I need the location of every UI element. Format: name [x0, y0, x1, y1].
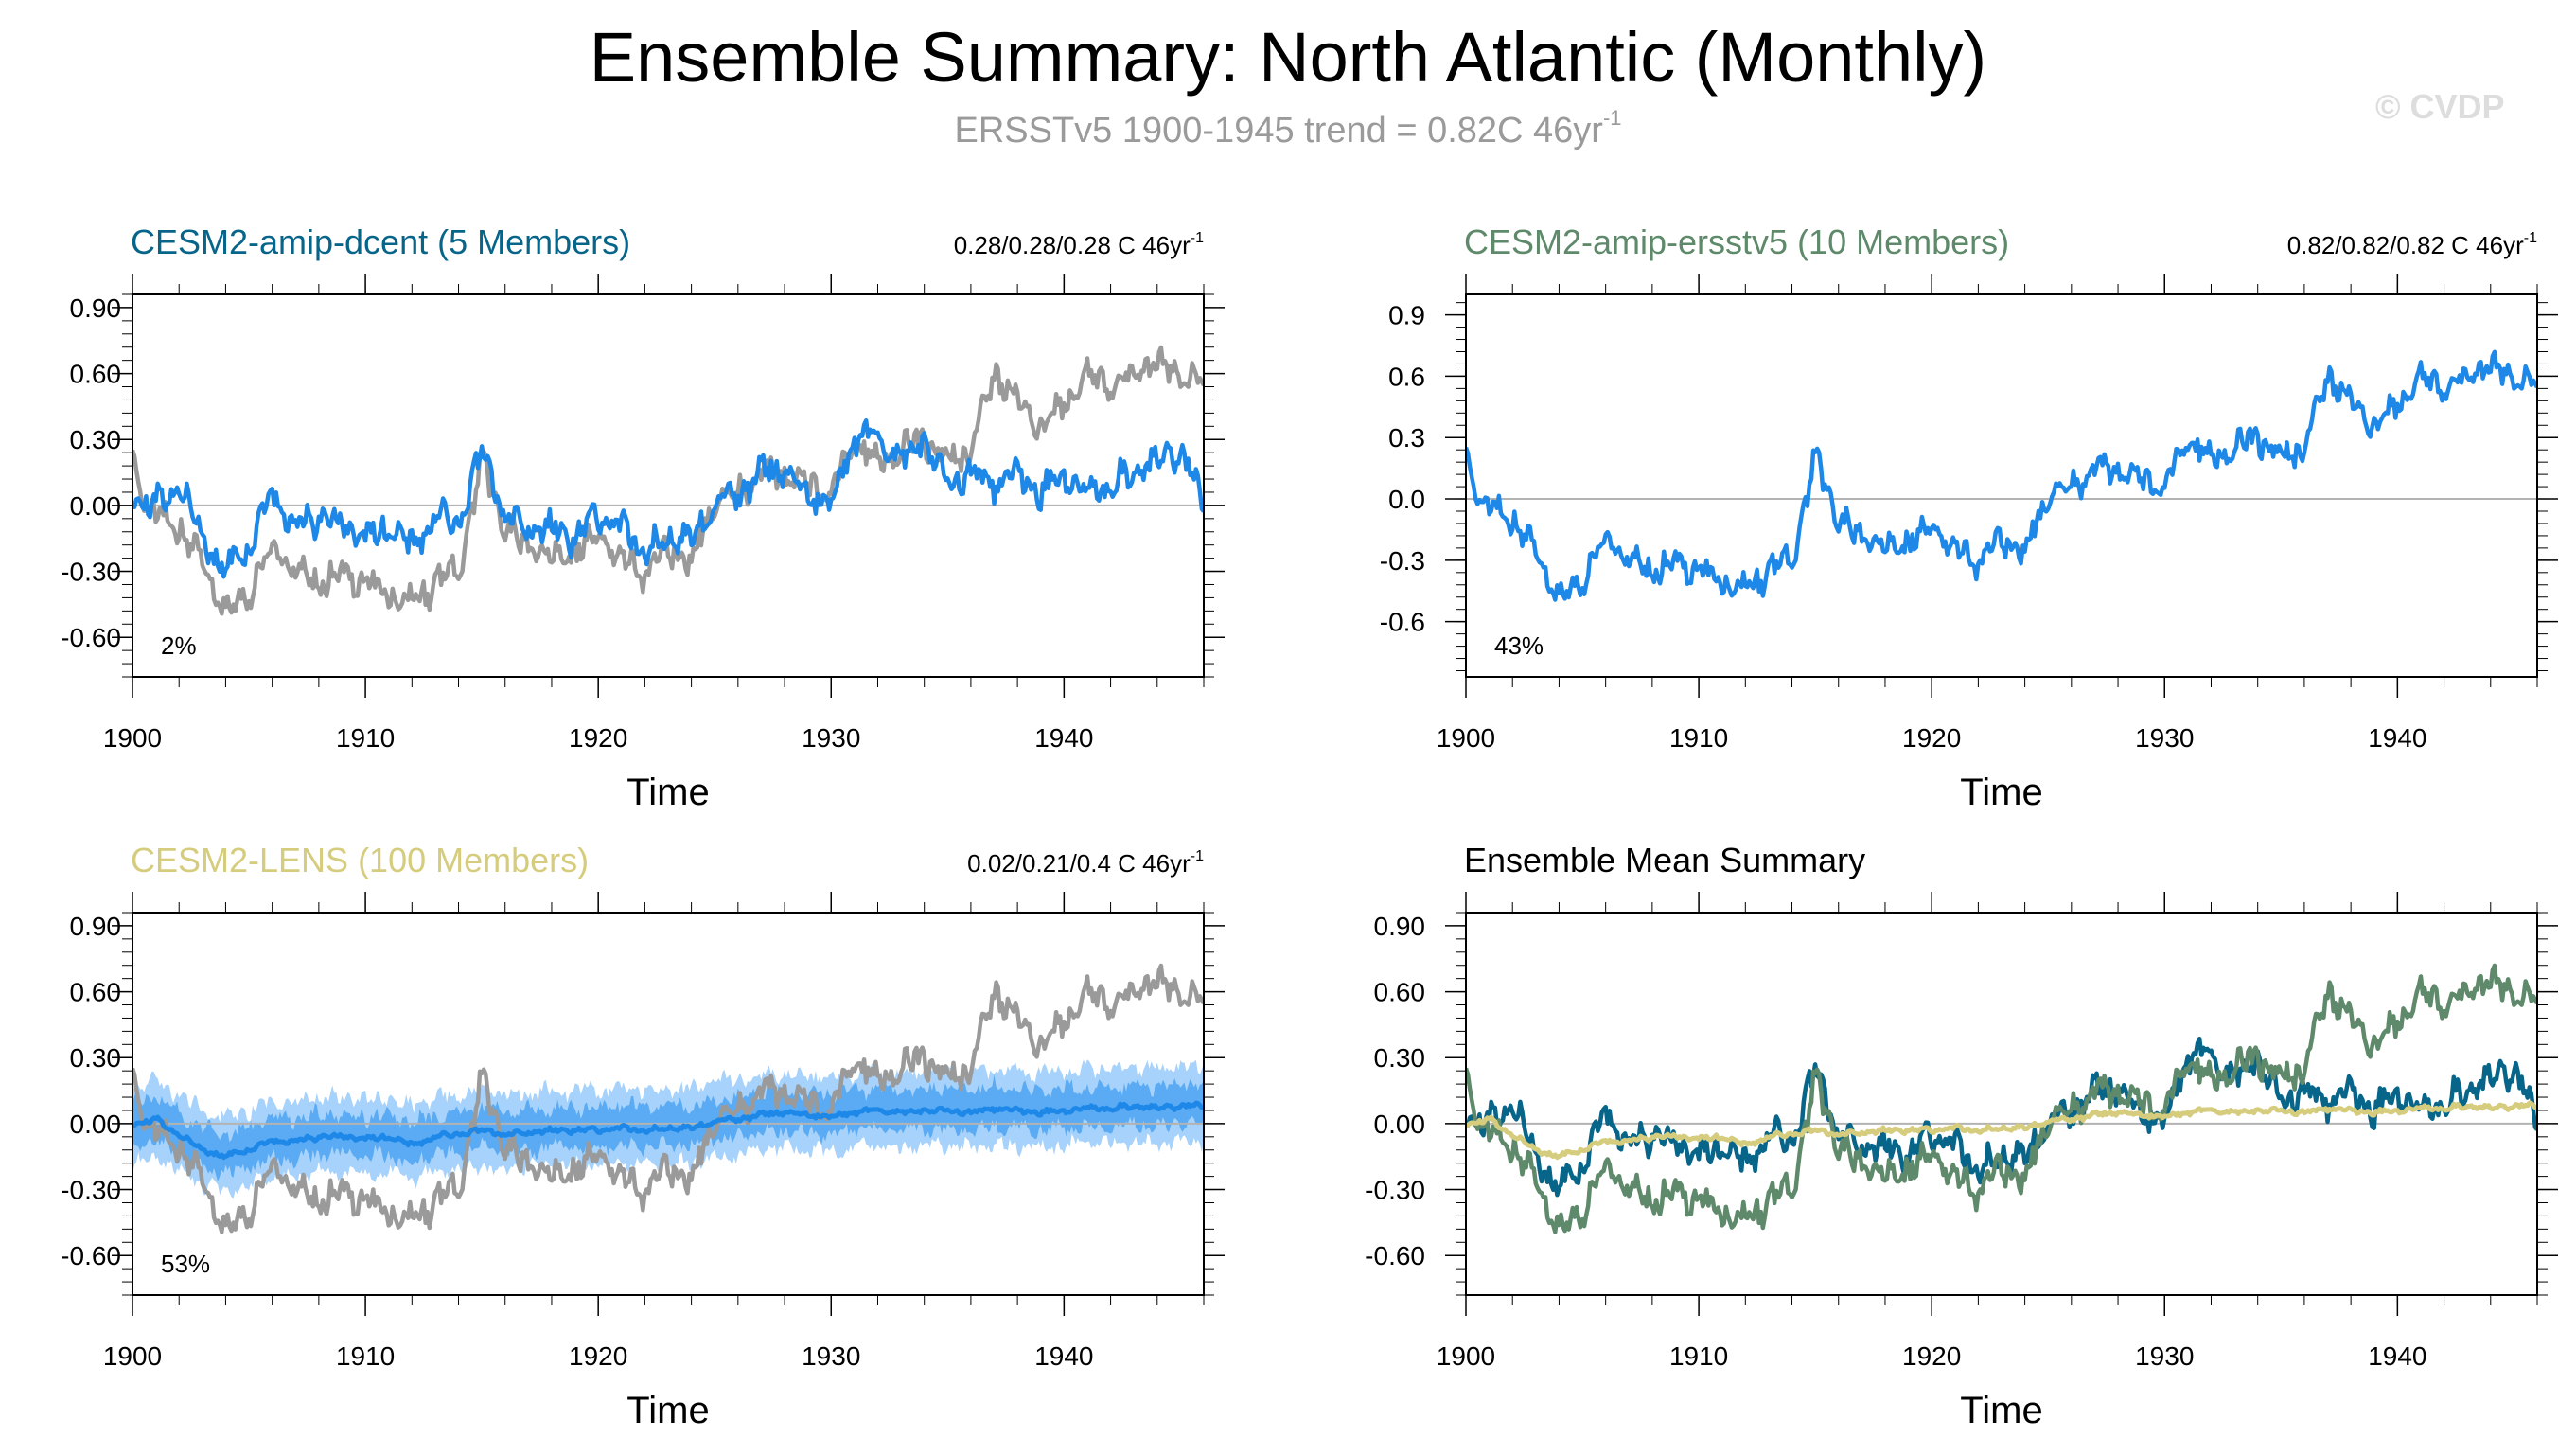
y-tick-label: -0.30 [61, 1176, 121, 1205]
y-tick-label: 0.3 [1388, 423, 1425, 453]
x-tick-label: 1900 [103, 1341, 162, 1371]
percent-label: 43% [1494, 631, 1544, 660]
x-tick-label: 1930 [802, 723, 860, 753]
x-axis-label: Time [626, 772, 709, 813]
panel-top-right: CESM2-amip-ersstv5 (10 Members) 0.82/0.82… [1380, 222, 2558, 813]
page-subtitle: ERSSTv5 1900-1945 trend = 0.82C 46yr-1 [0, 106, 2576, 151]
y-tick-label: -0.3 [1380, 546, 1425, 576]
y-tick-label: 0.90 [1374, 912, 1426, 941]
subtitle-text: ERSSTv5 1900-1945 trend = 0.82C 46yr [954, 111, 1603, 151]
x-tick-label: 1910 [336, 723, 395, 753]
x-tick-label: 1940 [2368, 723, 2426, 753]
y-tick-label: 0.60 [1374, 978, 1426, 1007]
x-tick-label: 1920 [1902, 723, 1961, 753]
x-tick-label: 1930 [802, 1341, 860, 1371]
plot-area [1466, 349, 2537, 602]
y-tick-label: 0.00 [70, 1110, 122, 1139]
panel-title: CESM2-amip-ersstv5 (10 Members) [1464, 222, 2009, 261]
series-line-observed [132, 345, 1204, 616]
y-tick-label: 0.60 [70, 978, 122, 1007]
percent-label: 2% [161, 631, 197, 660]
series-line-lens [1466, 1100, 2537, 1161]
panel-title: CESM2-amip-dcent (5 Members) [131, 222, 630, 261]
watermark: © CVDP [2375, 87, 2505, 126]
page-title: Ensemble Summary: North Atlantic (Monthl… [589, 18, 1987, 97]
series-line-observed [132, 963, 1204, 1234]
percent-label: 53% [161, 1250, 210, 1278]
panel-title: CESM2-LENS (100 Members) [131, 841, 589, 879]
subtitle-superscript: -1 [1602, 106, 1622, 130]
y-tick-label: 0.90 [70, 912, 122, 941]
y-tick-label: 0.60 [70, 360, 122, 389]
plot-area [132, 345, 1204, 616]
panel-bottom-right: Ensemble Mean Summary -0.60 -0.30 0.00 0.30 0… [1365, 841, 2558, 1431]
x-axis-label: Time [626, 1390, 709, 1431]
y-tick-label: 0.30 [1374, 1043, 1426, 1073]
y-tick-label: 0.9 [1388, 301, 1425, 330]
y-tick-label: -0.60 [1365, 1241, 1425, 1270]
panel-top-left: CESM2-amip-dcent (5 Members) 0.28/0.28/0.… [61, 222, 1225, 813]
series-line-amip-ersstv5 [1466, 963, 2537, 1234]
y-tick-label: -0.60 [61, 623, 121, 652]
plot-area [1466, 963, 2537, 1234]
x-tick-label: 1910 [1669, 1341, 1728, 1371]
y-tick-label: -0.60 [61, 1241, 121, 1270]
plot-frame [1465, 293, 2538, 678]
plot-frame [132, 293, 1205, 678]
y-tick-label: 0.30 [70, 1043, 122, 1073]
x-tick-label: 1940 [1034, 723, 1093, 753]
y-tick-label: 0.6 [1388, 362, 1425, 391]
y-tick-label: 0.90 [70, 293, 122, 323]
panel-bottom-left: CESM2-LENS (100 Members) 0.02/0.21/0.4 C … [61, 841, 1225, 1431]
x-tick-label: 1940 [1034, 1341, 1093, 1371]
plot-area [132, 963, 1204, 1234]
series-line-ensemble-mean [132, 417, 1204, 579]
x-tick-label: 1930 [2135, 1341, 2194, 1371]
x-tick-label: 1900 [1437, 723, 1495, 753]
trend-label: 0.02/0.21/0.4 C 46yr-1 [967, 848, 1204, 878]
x-tick-label: 1920 [569, 723, 627, 753]
series-line-ensemble-mean [132, 1100, 1204, 1161]
y-tick-label: -0.30 [61, 558, 121, 587]
y-tick-label: -0.6 [1380, 608, 1425, 637]
series-line-ensemble-mean [1466, 349, 2537, 602]
y-tick-label: 0.30 [70, 425, 122, 454]
x-tick-label: 1900 [103, 723, 162, 753]
y-tick-label: 0.00 [1374, 1110, 1426, 1139]
y-tick-label: -0.30 [1365, 1176, 1425, 1205]
plot-frame [132, 912, 1205, 1296]
x-tick-label: 1920 [569, 1341, 627, 1371]
x-tick-label: 1900 [1437, 1341, 1495, 1371]
x-tick-label: 1910 [1669, 723, 1728, 753]
x-axis-label: Time [1960, 1390, 2042, 1431]
plot-frame [1465, 912, 2538, 1296]
panel-title: Ensemble Mean Summary [1464, 841, 1865, 879]
x-tick-label: 1920 [1902, 1341, 1961, 1371]
x-axis-label: Time [1960, 772, 2042, 813]
y-tick-label: 0.0 [1388, 485, 1425, 514]
x-tick-label: 1910 [336, 1341, 395, 1371]
trend-label: 0.82/0.82/0.82 C 46yr-1 [2287, 230, 2537, 259]
y-tick-label: 0.00 [70, 491, 122, 521]
x-tick-label: 1940 [2368, 1341, 2426, 1371]
x-tick-label: 1930 [2135, 723, 2194, 753]
trend-label: 0.28/0.28/0.28 C 46yr-1 [954, 230, 1204, 259]
